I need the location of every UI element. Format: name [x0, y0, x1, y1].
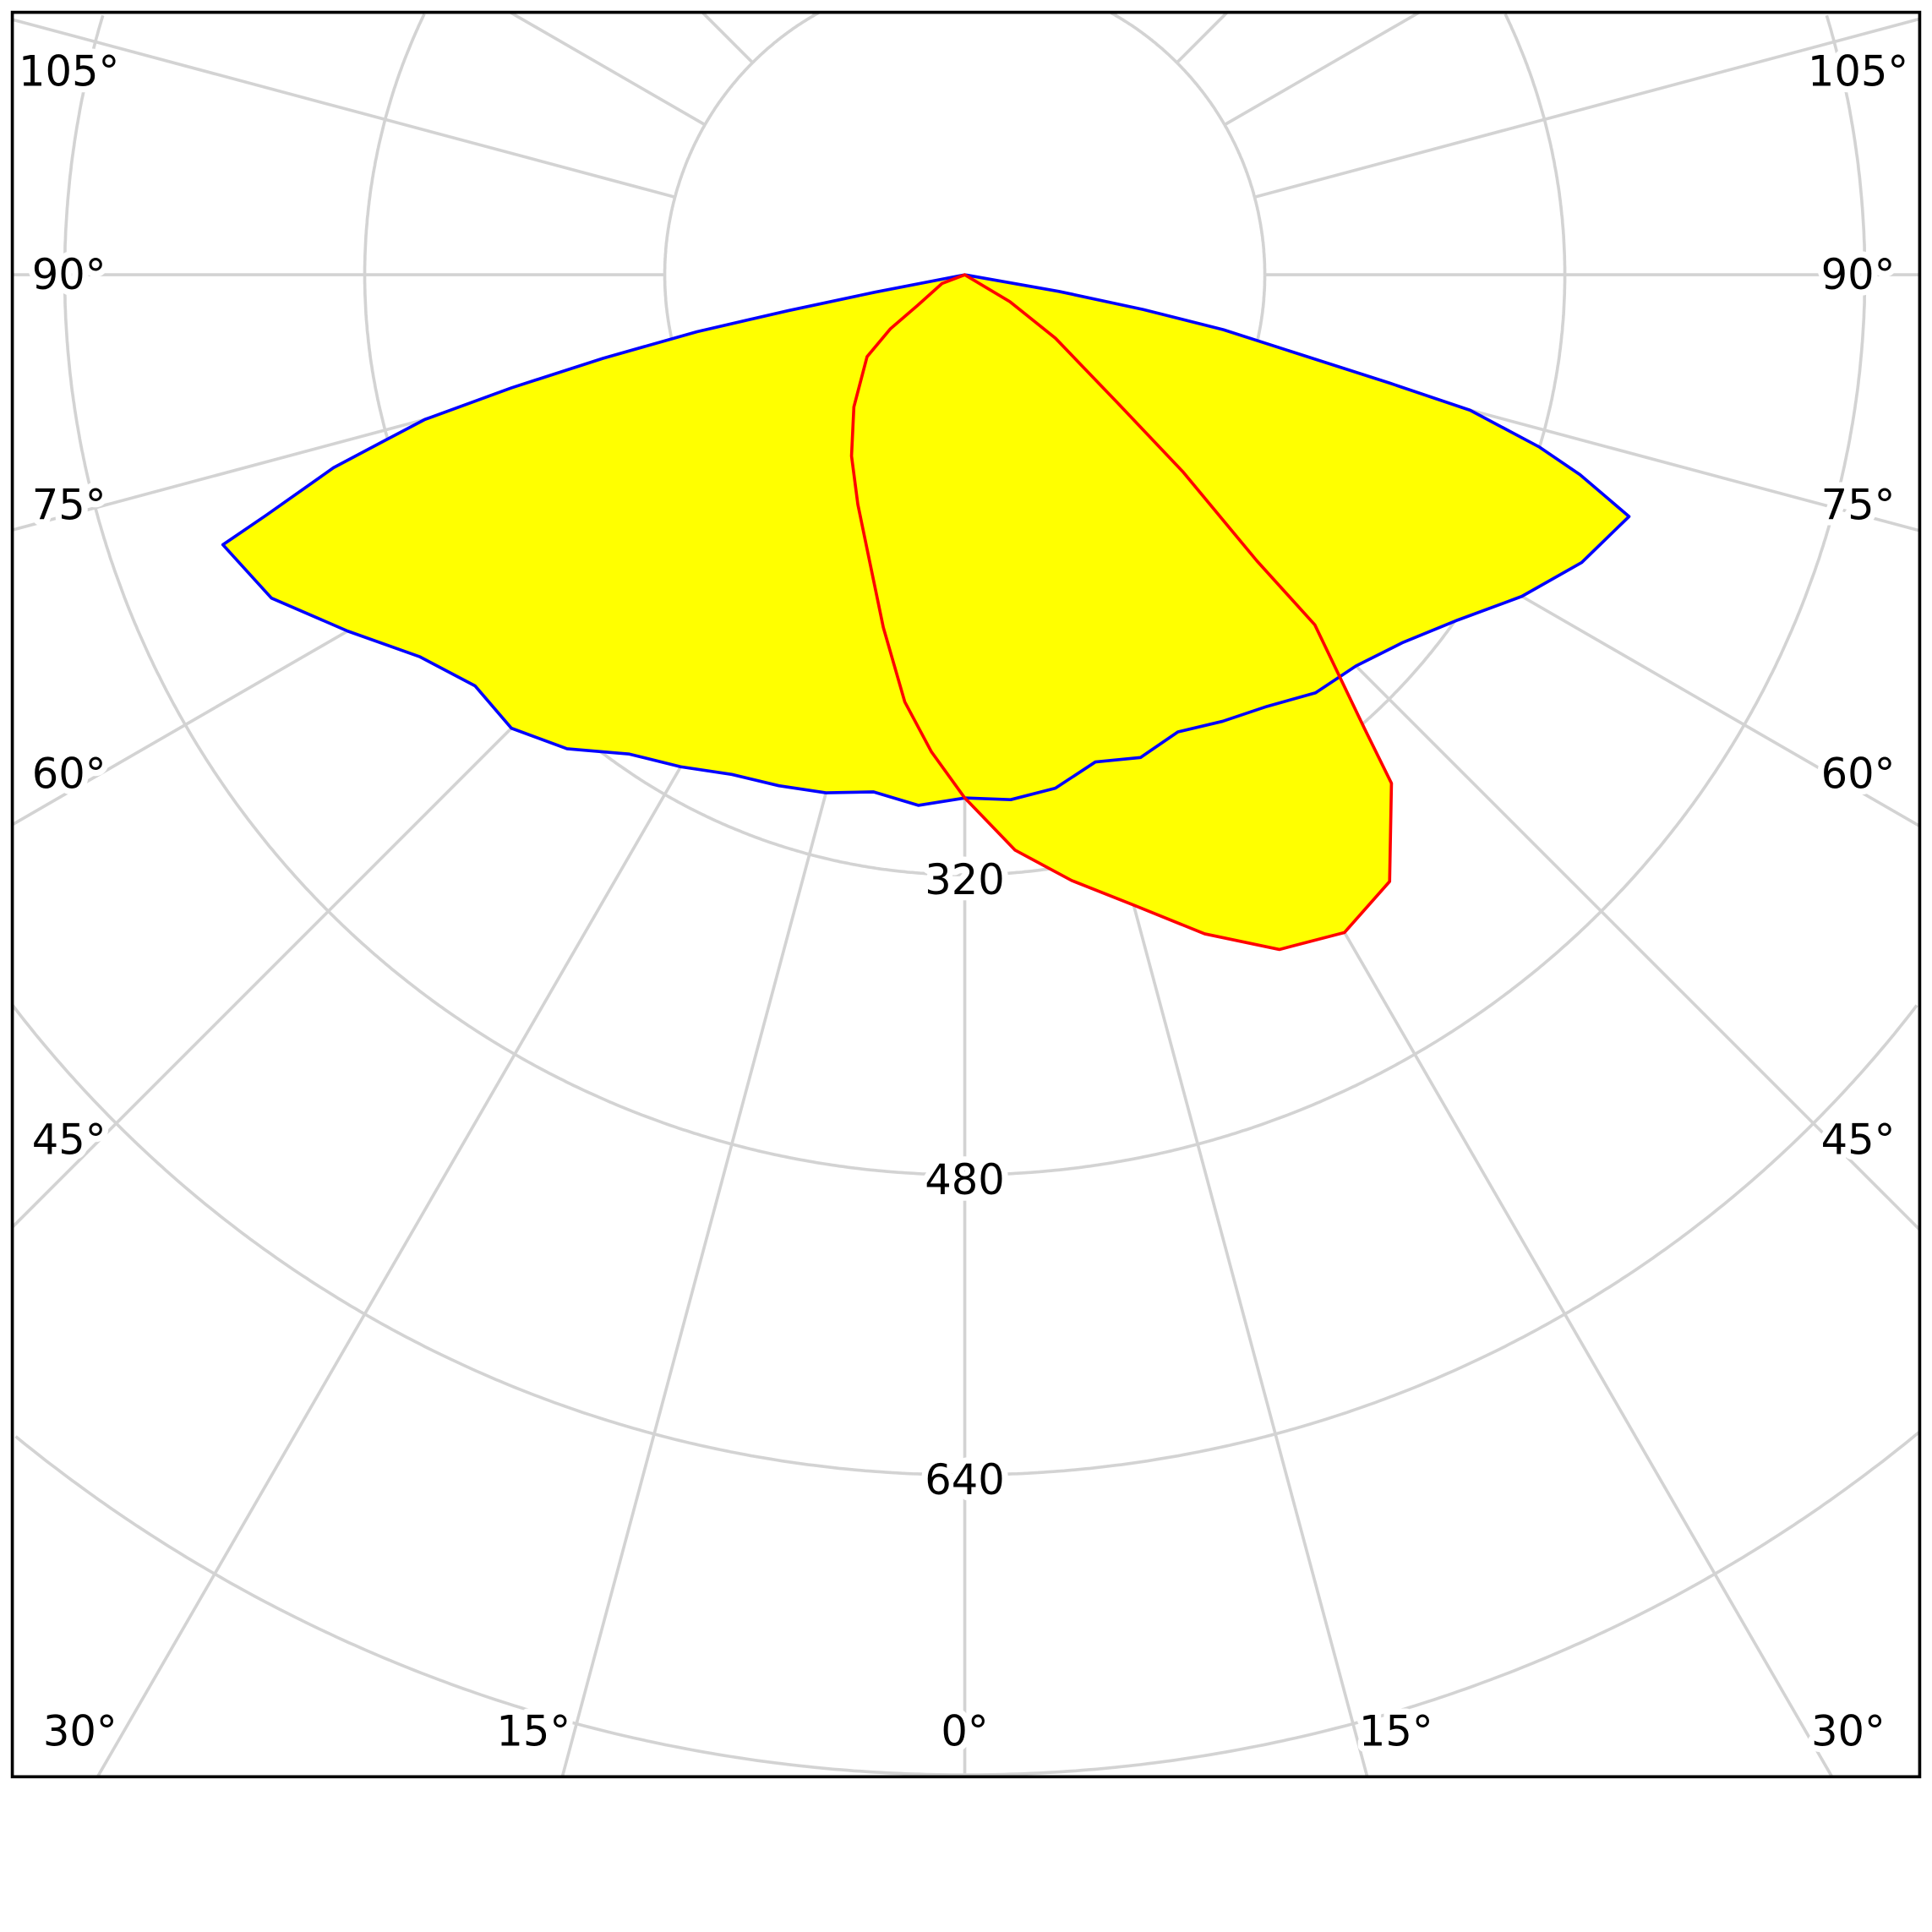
angle-label-left: 105°	[19, 47, 119, 96]
spoke-gridline-105	[12, 18, 676, 199]
chart-frame	[10, 10, 1922, 1779]
angle-label-right: 105°	[1808, 47, 1908, 96]
radial-tick-label: 480	[925, 1155, 1005, 1204]
angle-label-bottom: 15°	[496, 1706, 570, 1755]
angle-label-left: 60°	[32, 750, 106, 799]
ring-gridline-800	[14, 1431, 1920, 1776]
angle-label-bottom: 30°	[43, 1706, 117, 1755]
angle-label-bottom: 0°	[941, 1706, 988, 1755]
radial-tick-label: 320	[925, 855, 1005, 904]
angle-label-left: 45°	[32, 1116, 106, 1165]
angle-label-right: 75°	[1821, 481, 1896, 530]
spoke-gridline-120	[1224, 11, 1421, 127]
radial-tick-label: 640	[925, 1455, 1005, 1504]
spoke-gridline-135	[701, 11, 754, 64]
angle-label-left: 75°	[32, 481, 106, 530]
spoke-gridline-120	[509, 11, 707, 127]
angle-label-bottom: 30°	[1811, 1706, 1886, 1755]
angle-label-right: 60°	[1821, 750, 1896, 799]
axis-labels: 320 480 640 105° 105° 90° 90° 75° 75° 60° 60° 45° 45…	[13, 41, 1915, 1761]
ring-gridline-320	[1504, 13, 1567, 276]
ring-gridline-480	[63, 14, 1867, 1176]
spoke-gridline-135	[1176, 11, 1229, 64]
angle-label-right: 45°	[1821, 1116, 1896, 1165]
angle-label-right: 90°	[1821, 250, 1896, 299]
ring-gridline-480	[1825, 14, 1867, 276]
fill-C90-C270	[851, 275, 1392, 950]
angle-label-bottom: 15°	[1359, 1706, 1433, 1755]
curve-C90-C270	[849, 273, 1394, 952]
spoke-gridline-105	[1253, 17, 1920, 199]
ring-gridline-160	[1109, 10, 1267, 276]
intensity-curves	[221, 273, 1631, 952]
intensity-fill-area	[222, 275, 1629, 950]
curve-C0-C180	[221, 273, 1631, 807]
angle-label-left: 90°	[32, 250, 106, 299]
